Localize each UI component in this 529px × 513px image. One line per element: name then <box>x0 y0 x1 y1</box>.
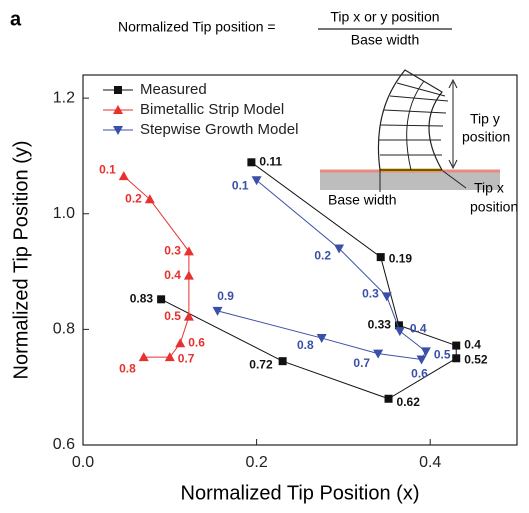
point-label: 0.6 <box>188 335 205 349</box>
data-point <box>247 158 256 167</box>
point-label: 0.4 <box>464 338 481 352</box>
point-label: 0.8 <box>119 361 136 375</box>
strip-midline <box>406 80 425 171</box>
data-point <box>420 347 431 357</box>
point-label: 0.7 <box>353 356 370 370</box>
data-point <box>452 354 461 363</box>
point-label: 0.6 <box>411 367 428 381</box>
data-point <box>316 334 327 344</box>
data-point <box>118 171 129 181</box>
point-label: 0.62 <box>397 395 421 409</box>
inset-label: Tip x <box>474 180 504 196</box>
data-point <box>144 194 155 204</box>
point-label: 0.11 <box>259 154 282 168</box>
formula-lhs: Normalized Tip position = <box>118 19 276 35</box>
point-label: 0.83 <box>130 291 154 305</box>
point-label: 0.4 <box>164 268 181 282</box>
x-tick-label: 0.4 <box>419 454 441 471</box>
data-point <box>212 306 223 316</box>
legend-label: Stepwise Growth Model <box>140 121 298 138</box>
data-point <box>416 355 427 365</box>
arrow-heads <box>448 78 458 170</box>
point-label: 0.3 <box>362 287 379 301</box>
y-tick-label: 1.0 <box>53 205 75 222</box>
data-point <box>384 394 393 403</box>
point-label: 0.5 <box>164 309 181 323</box>
data-point <box>183 246 194 256</box>
y-axis-title: Normalized Tip Position (y) <box>10 141 32 380</box>
series-line <box>160 161 457 400</box>
data-point <box>373 349 384 359</box>
point-label: 0.2 <box>314 249 331 263</box>
point-label: 0.7 <box>178 351 195 365</box>
point-label: 0.19 <box>389 251 413 265</box>
point-label: 0.33 <box>368 318 392 332</box>
data-point <box>278 357 287 366</box>
y-tick-label: 0.6 <box>53 436 75 453</box>
x-tick-label: 0.2 <box>245 454 267 471</box>
data-point <box>381 292 392 302</box>
data-point <box>183 270 194 280</box>
x-tick-label: 0.0 <box>72 454 94 471</box>
inset-label: Base width <box>328 192 396 208</box>
plot-frame <box>82 74 518 446</box>
point-label: 0.52 <box>464 352 488 366</box>
point-label: 0.9 <box>217 289 234 303</box>
series-line <box>123 175 190 358</box>
strip-segments <box>379 82 449 156</box>
inset-diagram: Tip y position Tip x position Base width <box>320 69 518 215</box>
point-label: 0.4 <box>410 321 427 335</box>
inset-label: position <box>470 199 518 215</box>
formula-denominator: Base width <box>351 32 419 48</box>
data-point <box>157 295 166 304</box>
point-label: 0.1 <box>232 178 249 192</box>
legend-marker <box>114 86 122 94</box>
data-point <box>394 327 405 337</box>
point-label: 0.72 <box>249 357 273 371</box>
y-tick-label: 1.2 <box>53 89 75 106</box>
formula-numerator: Tip x or y position <box>330 9 439 25</box>
inset-label: position <box>462 129 510 145</box>
tip-x-pointer <box>442 170 467 189</box>
data-point <box>394 321 403 330</box>
legend-label: Bimetallic Strip Model <box>140 101 284 118</box>
substrate <box>320 172 500 190</box>
legend-marker <box>113 126 123 135</box>
point-label: 0.5 <box>434 348 451 362</box>
data-point <box>376 253 385 262</box>
data-point <box>175 338 186 348</box>
x-axis-title: Normalized Tip Position (x) <box>181 482 420 504</box>
point-label: 0.2 <box>125 191 142 205</box>
data-point <box>183 311 194 321</box>
panel-label: a <box>10 8 22 30</box>
data-point <box>164 352 175 362</box>
data-point <box>251 176 262 186</box>
data-point <box>138 352 149 362</box>
data-point <box>334 244 345 254</box>
data-point <box>452 341 461 350</box>
inset-label: Tip y <box>470 111 500 127</box>
legend-label: Measured <box>140 81 207 98</box>
legend-marker <box>113 105 123 114</box>
point-label: 0.3 <box>164 244 181 258</box>
point-label: 0.1 <box>99 162 116 176</box>
point-label: 0.8 <box>297 338 314 352</box>
y-tick-label: 0.8 <box>53 321 75 338</box>
